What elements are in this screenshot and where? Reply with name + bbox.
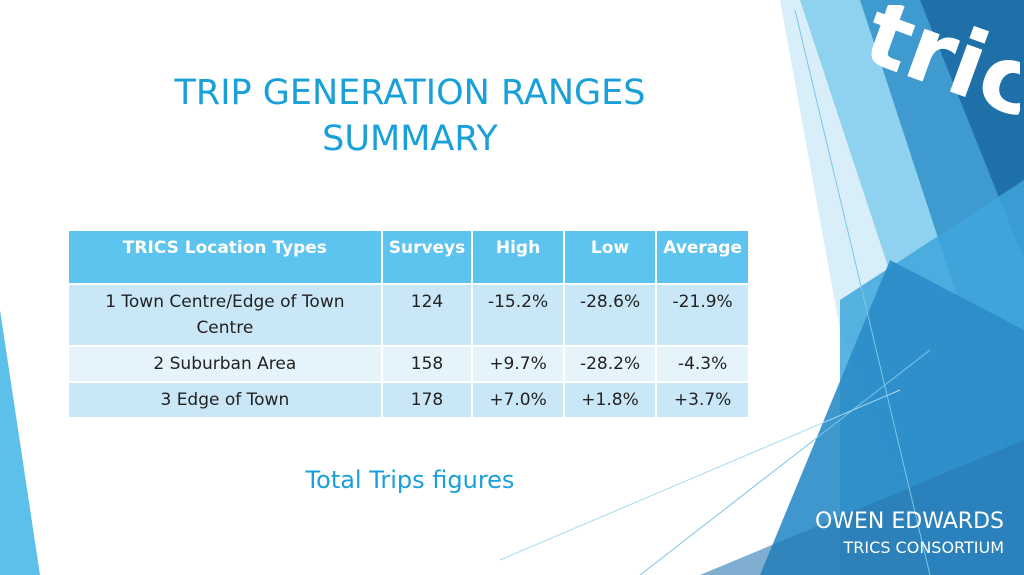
slide-title: TRIP GENERATION RANGES SUMMARY <box>150 70 670 162</box>
header-low: Low <box>562 229 658 285</box>
cell-location-type: 3 Edge of Town <box>67 381 383 419</box>
cell-surveys: 158 <box>380 345 474 383</box>
slide-subtitle: Total Trips figures <box>305 466 515 494</box>
header-surveys: Surveys <box>380 229 474 285</box>
cell-high: -15.2% <box>471 283 565 347</box>
trics-logo-text: trics <box>851 5 1020 158</box>
author-block: OWEN EDWARDS TRICS CONSORTIUM <box>815 508 1004 560</box>
header-location-types: TRICS Location Types <box>67 229 383 285</box>
header-average: Average <box>655 229 750 285</box>
table-row: 3 Edge of Town 178 +7.0% +1.8% +3.7% <box>67 381 750 419</box>
cell-surveys: 124 <box>380 283 474 347</box>
cell-low: -28.6% <box>562 283 658 347</box>
cell-average: -4.3% <box>655 345 750 383</box>
table-row: 1 Town Centre/Edge of Town Centre 124 -1… <box>67 283 750 347</box>
cell-average: -21.9% <box>655 283 750 347</box>
cell-surveys: 178 <box>380 381 474 419</box>
cell-location-type: 2 Suburban Area <box>67 345 383 383</box>
author-name: OWEN EDWARDS <box>814 509 1004 534</box>
cell-high: +9.7% <box>471 345 565 383</box>
left-accent-shape <box>0 310 40 575</box>
cell-low: +1.8% <box>562 381 658 419</box>
cell-average: +3.7% <box>655 381 750 419</box>
header-high: High <box>471 229 565 285</box>
cell-low: -28.2% <box>562 345 658 383</box>
title-line-2: SUMMARY <box>322 119 498 159</box>
table-row: 2 Suburban Area 158 +9.7% -28.2% -4.3% <box>67 345 750 383</box>
cell-high: +7.0% <box>471 381 565 419</box>
trip-ranges-table: TRICS Location Types Surveys High Low Av… <box>67 229 750 419</box>
title-line-1: TRIP GENERATION RANGES <box>174 73 646 113</box>
cell-location-type: 1 Town Centre/Edge of Town Centre <box>67 283 383 347</box>
trics-logo: trics <box>851 5 1020 158</box>
author-organization: TRICS CONSORTIUM <box>843 538 1004 557</box>
table-header-row: TRICS Location Types Surveys High Low Av… <box>67 229 750 285</box>
